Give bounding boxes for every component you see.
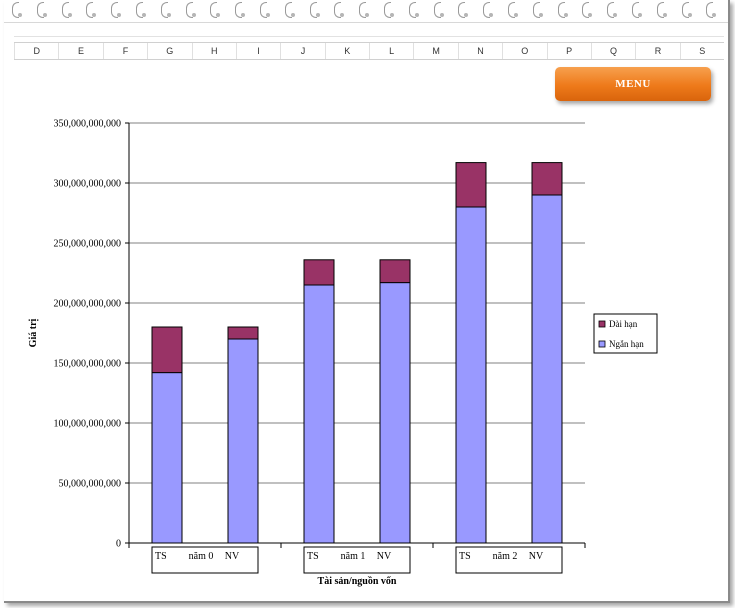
bar-segment bbox=[379, 259, 411, 284]
spiral-ring bbox=[458, 2, 469, 18]
y-tick-label: 350,000,000,000 bbox=[54, 119, 122, 130]
bar-segment bbox=[151, 326, 183, 374]
column-header-d[interactable]: D bbox=[14, 43, 58, 59]
legend-swatch bbox=[598, 320, 606, 328]
bar-segment bbox=[531, 162, 563, 196]
column-header-s[interactable]: S bbox=[679, 43, 724, 59]
y-tick-label: 300,000,000,000 bbox=[54, 179, 122, 190]
column-header-l[interactable]: L bbox=[369, 43, 413, 59]
category-label-box bbox=[151, 546, 259, 574]
menu-button[interactable]: MENU bbox=[555, 67, 711, 101]
legend-label: Dài hạn bbox=[609, 319, 638, 329]
x-group-label: năm 2 bbox=[493, 551, 518, 562]
y-tick-label: 50,000,000,000 bbox=[59, 479, 122, 490]
legend-label: Ngắn hạn bbox=[609, 339, 644, 349]
column-header-p[interactable]: P bbox=[546, 43, 591, 59]
spiral-ring bbox=[61, 2, 72, 18]
column-header-k[interactable]: K bbox=[324, 43, 369, 59]
x-tick-label: NV bbox=[225, 551, 240, 562]
y-tick-label: 100,000,000,000 bbox=[54, 419, 122, 430]
category-label-box bbox=[303, 546, 411, 574]
bar-segment bbox=[303, 284, 335, 544]
y-tick-label: 0 bbox=[116, 539, 121, 550]
column-header-i[interactable]: I bbox=[235, 43, 280, 59]
category-label-box bbox=[455, 546, 563, 574]
bar-segment bbox=[379, 282, 411, 544]
column-header-g[interactable]: G bbox=[147, 43, 191, 59]
spiral-ring bbox=[12, 2, 22, 18]
x-axis-title: Tài sản/nguồn vốn bbox=[318, 576, 397, 587]
spiral-ring bbox=[433, 2, 444, 18]
spiral-ring bbox=[656, 2, 667, 18]
spiral-ring bbox=[607, 2, 618, 18]
x-tick-label: TS bbox=[459, 551, 471, 562]
column-header-j[interactable]: J bbox=[280, 43, 324, 59]
y-tick-label: 150,000,000,000 bbox=[54, 359, 122, 370]
column-header-f[interactable]: F bbox=[102, 43, 147, 59]
y-tick-label: 200,000,000,000 bbox=[54, 299, 122, 310]
spiral-ring bbox=[36, 2, 47, 18]
spiral-ring bbox=[185, 2, 196, 18]
bar-segment bbox=[303, 259, 335, 286]
y-axis-title: Giá trị bbox=[28, 318, 39, 347]
y-tick-label: 250,000,000,000 bbox=[54, 239, 122, 250]
column-header-r[interactable]: R bbox=[635, 43, 679, 59]
legend-swatch bbox=[598, 340, 606, 348]
bar-segment bbox=[531, 194, 563, 544]
column-header-q[interactable]: Q bbox=[590, 43, 635, 59]
x-group-label: năm 1 bbox=[341, 551, 366, 562]
spiral-ring bbox=[706, 2, 717, 18]
x-tick-label: NV bbox=[377, 551, 392, 562]
spiral-binding bbox=[4, 0, 728, 23]
bar-segment bbox=[227, 338, 259, 544]
spiral-ring bbox=[210, 2, 221, 18]
spiral-ring bbox=[483, 2, 494, 18]
spiral-ring bbox=[136, 2, 146, 18]
bar-segment bbox=[151, 372, 183, 544]
spiral-ring bbox=[384, 2, 394, 18]
spiral-ring bbox=[681, 2, 692, 18]
bar-segment bbox=[455, 206, 487, 544]
x-group-label: năm 0 bbox=[189, 551, 214, 562]
spiral-ring bbox=[260, 2, 270, 18]
bar-segment bbox=[227, 326, 259, 340]
spiral-ring bbox=[284, 2, 295, 18]
x-tick-label: NV bbox=[529, 551, 544, 562]
column-header-m[interactable]: M bbox=[413, 43, 457, 59]
spiral-ring bbox=[557, 2, 568, 18]
spiral-ring bbox=[160, 2, 171, 18]
formula-bar bbox=[14, 22, 724, 37]
spiral-ring bbox=[632, 2, 642, 18]
spiral-ring bbox=[86, 2, 97, 18]
spiral-ring bbox=[408, 2, 419, 18]
spiral-ring bbox=[111, 2, 122, 18]
spiral-ring bbox=[235, 2, 246, 18]
spiral-ring bbox=[309, 2, 320, 18]
spiral-ring bbox=[582, 2, 593, 18]
column-header-e[interactable]: E bbox=[58, 43, 102, 59]
x-tick-label: TS bbox=[307, 551, 319, 562]
legend-box bbox=[593, 313, 658, 354]
column-header-h[interactable]: H bbox=[191, 43, 236, 59]
x-tick-label: TS bbox=[155, 551, 167, 562]
spiral-ring bbox=[532, 2, 543, 18]
column-header-o[interactable]: O bbox=[502, 43, 546, 59]
column-header-n[interactable]: N bbox=[457, 43, 502, 59]
bar-segment bbox=[455, 162, 487, 208]
spiral-ring bbox=[508, 2, 518, 18]
spiral-ring bbox=[359, 2, 370, 18]
spiral-ring bbox=[334, 2, 345, 18]
